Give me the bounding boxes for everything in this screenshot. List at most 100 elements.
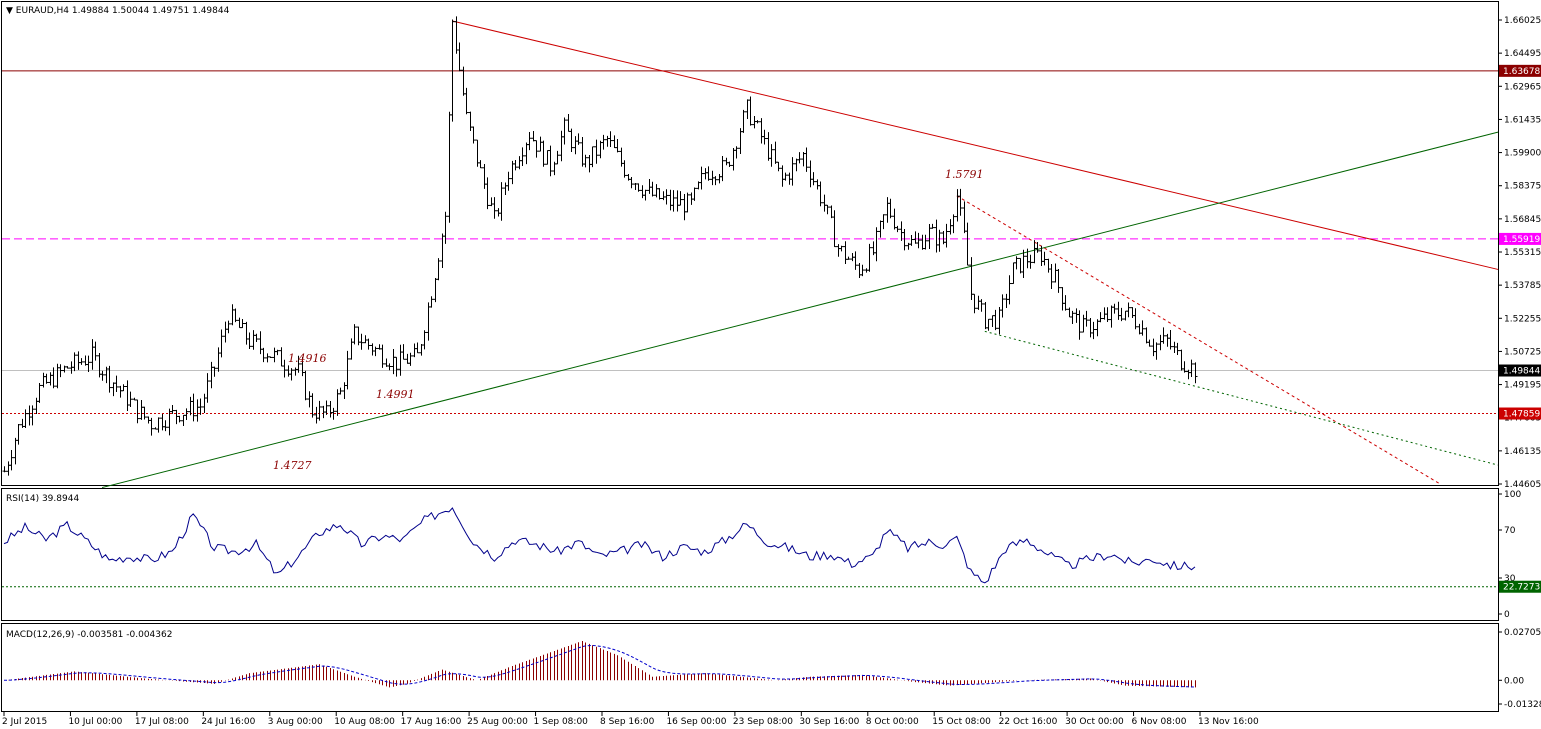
y-tick-label: 1.59900 <box>1504 149 1541 159</box>
ohlc-bar <box>1077 310 1082 340</box>
ohlc-bar <box>846 256 851 260</box>
ohlc-bar <box>443 211 448 244</box>
ohlc-bar <box>839 245 844 252</box>
ohlc-bar <box>993 309 998 331</box>
ohlc-bar <box>671 190 676 212</box>
x-tick-label: 30 Oct 00:00 <box>1065 717 1124 727</box>
ohlc-bar <box>930 223 935 229</box>
ohlc-bar <box>100 370 105 381</box>
ohlc-bar <box>331 407 336 420</box>
ohlc-bar <box>1091 321 1096 340</box>
ohlc-bar <box>720 155 725 182</box>
ohlc-bar <box>163 420 168 432</box>
ohlc-bar <box>135 399 140 424</box>
ohlc-bar <box>51 367 56 389</box>
y-tick-label: 1.58375 <box>1504 182 1541 192</box>
ohlc-bar <box>527 131 532 151</box>
ohlc-bar <box>790 157 795 186</box>
x-tick-label: 23 Sep 08:00 <box>733 717 793 727</box>
x-axis: 2 Jul 2015 10 Jul 00:00 17 Jul 08:00 24 Jul… <box>2 712 1259 727</box>
ohlc-bar <box>170 405 175 414</box>
ohlc-bar <box>1049 263 1054 289</box>
ohlc-bar <box>464 87 469 115</box>
ohlc-bar <box>972 293 977 314</box>
x-tick-label: 10 Aug 08:00 <box>334 717 395 727</box>
ohlc-bar <box>608 131 613 148</box>
ohlc-bar <box>804 147 809 172</box>
ohlc-bar <box>219 329 224 358</box>
ohlc-bar <box>734 146 739 159</box>
ohlc-bar <box>576 133 581 145</box>
ohlc-bar <box>1014 256 1019 270</box>
ohlc-bar <box>415 342 420 354</box>
ohlc-bar <box>121 384 126 392</box>
ohlc-bar <box>268 356 273 358</box>
ohlc-bar <box>478 160 483 169</box>
y-tick-label: 1.50725 <box>1504 347 1541 357</box>
ohlc-bar <box>615 139 620 153</box>
svg-text:22.7273: 22.7273 <box>1503 583 1540 593</box>
ohlc-bar <box>352 324 357 345</box>
ohlc-bar <box>156 417 161 433</box>
ohlc-bar <box>1007 275 1012 305</box>
ohlc-bar <box>30 405 35 426</box>
macd-panel <box>1 623 1499 712</box>
ohlc-bar <box>916 232 921 249</box>
ohlc-bar <box>191 393 196 422</box>
ohlc-bar <box>44 373 49 384</box>
ohlc-bar <box>958 188 963 216</box>
ohlc-bar <box>685 192 690 213</box>
ohlc-bar <box>748 96 753 126</box>
x-tick-label: 30 Sep 16:00 <box>799 717 859 727</box>
ohlc-bar <box>867 243 872 272</box>
ohlc-bar <box>310 393 315 418</box>
ohlc-bar <box>177 415 182 423</box>
ohlc-bar <box>457 42 462 72</box>
ohlc-bar <box>93 341 98 361</box>
ohlc-bar <box>436 258 441 281</box>
y-tick-label: 1.53785 <box>1504 281 1541 291</box>
ohlc-bar <box>471 126 476 144</box>
rsi-level-tag: 22.7273 <box>1499 580 1541 593</box>
ohlc-bar <box>128 391 133 408</box>
ohlc-bar <box>741 109 746 133</box>
ohlc-bar <box>629 176 634 189</box>
ohlc-bar <box>888 198 893 219</box>
ohlc-bar <box>1168 329 1173 350</box>
ohlc-bar <box>9 450 14 471</box>
ohlc-bar <box>590 146 595 168</box>
resistance-tag: 1.63678 <box>1499 64 1541 77</box>
ohlc-bar <box>37 383 42 403</box>
y-tick-label: 1.52255 <box>1504 314 1541 324</box>
ohlc-bar <box>212 366 217 377</box>
price-annotation: 1.4727 <box>273 459 312 472</box>
ohlc-bar <box>2 466 7 473</box>
ohlc-bar <box>1028 254 1033 269</box>
ohlc-bar <box>1193 362 1198 384</box>
green-trendline <box>101 131 1499 489</box>
ohlc-bar <box>1035 242 1040 253</box>
ohlc-bar <box>79 358 84 365</box>
x-tick-label: 8 Sep 16:00 <box>600 717 655 727</box>
svg-text:1.49844: 1.49844 <box>1503 367 1540 377</box>
ohlc-bar <box>569 128 574 152</box>
ohlc-bar <box>65 366 70 369</box>
ohlc-bar <box>699 166 704 190</box>
y-tick-label: 30 <box>1504 574 1516 584</box>
ohlc-bar <box>583 154 588 168</box>
ohlc-bar <box>534 140 539 158</box>
ohlc-bar <box>1105 307 1110 322</box>
ohlc-bar <box>727 161 732 167</box>
ohlc-bar <box>853 251 858 270</box>
ohlc-bar <box>86 355 91 372</box>
price-annotation: 1.4991 <box>376 388 415 401</box>
ohlc-bar <box>832 210 837 248</box>
rsi-label: RSI(14) 39.8944 <box>6 494 79 504</box>
y-tick-label: 1.49195 <box>1504 381 1541 391</box>
ohlc-bar <box>492 197 497 219</box>
ohlc-bar <box>944 223 949 248</box>
ohlc-bar <box>762 129 767 145</box>
symbol-label: ▼ EURAUD,H4 1.49884 1.50044 1.49751 1.49… <box>6 6 230 16</box>
support-tag: 1.47859 <box>1499 407 1541 420</box>
ohlc-bar <box>979 299 984 312</box>
